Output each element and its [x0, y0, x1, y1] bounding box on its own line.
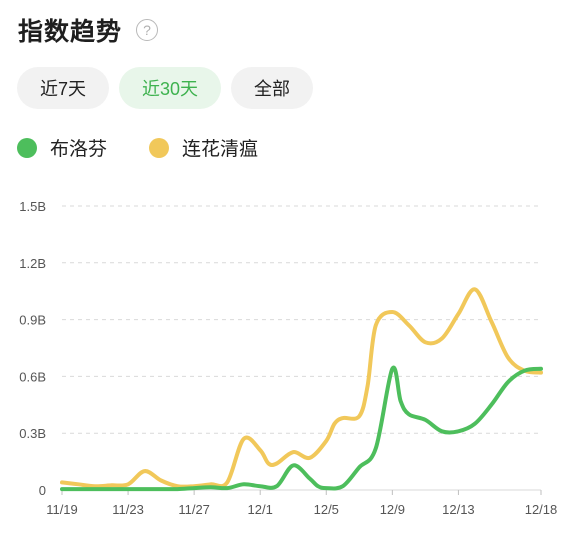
- tab-all[interactable]: 全部: [231, 67, 314, 109]
- y-tick-label: 1.5B: [19, 199, 46, 214]
- y-tick-label: 1.2B: [19, 256, 46, 271]
- legend-item-ibuprofen[interactable]: 布洛芬: [17, 134, 107, 161]
- chart-legend: 布洛芬 连花清瘟: [17, 134, 300, 161]
- y-tick-label: 0.9B: [19, 313, 46, 328]
- tab-30-days[interactable]: 近30天: [119, 67, 222, 109]
- legend-label: 连花清瘟: [182, 139, 259, 160]
- line-chart: 0 0.3B 0.6B 0.9B 1.2B 1.5B 11/19 11/23 11/27 12/1…: [19, 199, 558, 517]
- y-tick-label: 0.3B: [19, 426, 46, 441]
- x-tick-label: 11/23: [112, 502, 144, 517]
- tab-7-days[interactable]: 近7天: [17, 67, 110, 109]
- legend-item-lianhua[interactable]: 连花清瘟: [149, 134, 258, 161]
- legend-marker-green: [17, 137, 37, 158]
- x-tick-label: 12/1: [248, 502, 273, 517]
- x-tick-label: 11/27: [178, 502, 210, 517]
- x-tick-label: 12/18: [525, 502, 558, 517]
- page-title: 指数趋势: [18, 18, 123, 46]
- help-icon[interactable]: ?: [136, 19, 159, 41]
- x-tick-label: 12/5: [314, 502, 339, 517]
- x-tick-label: 12/13: [442, 502, 475, 517]
- series-line-lianhua: [60, 287, 543, 489]
- x-tick-label: 11/19: [46, 502, 78, 517]
- chart-header: 指数趋势 ?: [18, 12, 159, 48]
- x-tick-label: 12/9: [380, 502, 405, 517]
- y-tick-label: 0.6B: [19, 369, 46, 384]
- legend-marker-yellow: [149, 137, 170, 158]
- time-range-tabs: 近7天 近30天 全部: [17, 67, 314, 109]
- series-line-ibuprofen: [60, 365, 543, 492]
- y-tick-label: 0: [39, 483, 46, 498]
- legend-label: 布洛芬: [50, 139, 108, 160]
